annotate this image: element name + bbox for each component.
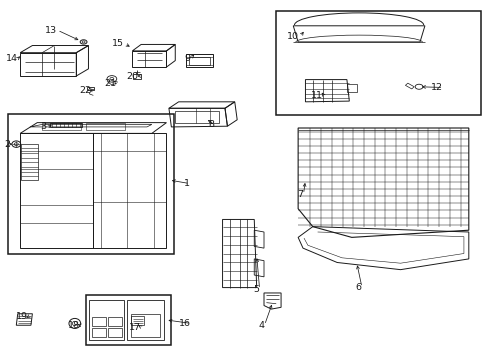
- Text: 19: 19: [16, 312, 28, 321]
- Text: 17: 17: [128, 323, 140, 332]
- Text: 13: 13: [44, 26, 57, 35]
- Text: 16: 16: [178, 319, 190, 328]
- Text: 6: 6: [355, 283, 361, 292]
- Text: 8: 8: [207, 120, 213, 129]
- Bar: [86, 295, 171, 345]
- Bar: [92, 328, 106, 337]
- Text: 7: 7: [297, 190, 303, 199]
- Bar: [108, 328, 122, 337]
- Text: 1: 1: [183, 179, 189, 188]
- Bar: [188, 57, 210, 65]
- Text: 18: 18: [68, 321, 80, 330]
- Text: 2: 2: [4, 140, 10, 149]
- Text: 15: 15: [112, 39, 123, 48]
- Text: 20: 20: [126, 72, 138, 81]
- Text: 5: 5: [253, 285, 259, 294]
- Bar: [131, 314, 160, 337]
- Bar: [127, 300, 163, 339]
- Text: 14: 14: [5, 54, 18, 63]
- Bar: [8, 114, 173, 253]
- Text: 3: 3: [41, 122, 47, 131]
- Text: 10: 10: [287, 32, 299, 41]
- Text: 22: 22: [80, 86, 91, 95]
- Bar: [89, 300, 123, 339]
- Text: 9: 9: [184, 54, 190, 63]
- Bar: [108, 318, 122, 326]
- Text: 21: 21: [104, 79, 116, 88]
- Bar: [92, 318, 106, 326]
- Bar: [175, 111, 219, 123]
- Text: 4: 4: [258, 321, 264, 330]
- Bar: [50, 123, 82, 127]
- Bar: [21, 144, 38, 180]
- Bar: [276, 12, 480, 116]
- Bar: [131, 316, 143, 325]
- Bar: [86, 123, 125, 130]
- Bar: [42, 123, 81, 130]
- Text: 11: 11: [311, 91, 323, 100]
- Text: 12: 12: [430, 83, 442, 92]
